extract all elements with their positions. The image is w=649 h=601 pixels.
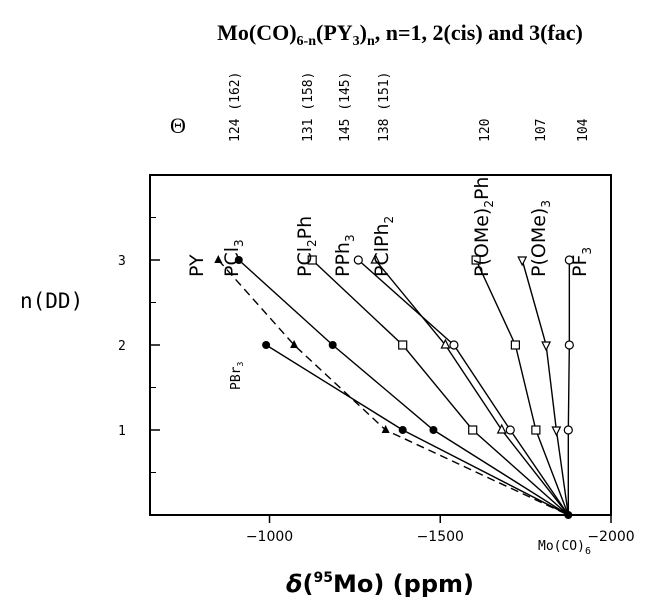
marker-PCl3 — [234, 256, 243, 264]
marker-PPh3 — [353, 255, 363, 265]
cone-label-PCl3: 124 (162) — [228, 72, 243, 142]
series-line-PF3 — [567, 260, 571, 515]
y-axis-label: n(DD) — [20, 289, 83, 313]
cone-label-PPh3: 145 (145) — [338, 72, 353, 142]
marker-P(OMe)2Ph — [471, 255, 481, 265]
marker-PBr3 — [262, 341, 271, 349]
marker-PF3 — [564, 340, 574, 350]
series-line-PY — [217, 259, 569, 516]
series-label-PY: PY — [186, 254, 208, 277]
marker-PY — [214, 255, 223, 263]
marker-PF3 — [563, 425, 573, 435]
x-tick-label: −1000 — [246, 529, 293, 545]
series-line-PCl3 — [238, 259, 569, 516]
series-label-P(OMe)3: P(OMe)3​ — [528, 200, 553, 277]
series-line-P(OMe)3 — [521, 259, 570, 516]
series-label-PCl2Ph: PCl2​Ph — [294, 216, 319, 277]
marker-PCl3 — [328, 341, 337, 349]
y-tick-label: 1 — [118, 424, 126, 439]
cone-label-PF3: 104 — [576, 118, 591, 142]
series-markers — [214, 253, 574, 519]
cone-label-P(OMe)2Ph: 120 — [478, 119, 493, 142]
marker-P(OMe)2Ph — [531, 425, 541, 435]
series-label-P(OMe)2Ph: P(OMe)2​Ph — [471, 177, 496, 277]
x-tick-label: −2000 — [587, 529, 634, 545]
cone-angle-labels: 124 (162) 131 (158) 145 (145) 138 (151) 120 1… — [228, 72, 591, 142]
cone-label-PClPh2: 138 (151) — [377, 72, 392, 142]
marker-PCl2Ph — [398, 340, 408, 350]
series-label-PClPh2: PClPh2​ — [371, 216, 396, 277]
marker-PPh3 — [505, 425, 515, 435]
cone-label-PCl2Ph: 131 (158) — [301, 72, 316, 142]
x-axis-ticks: −1000 −1500 −2000 — [246, 515, 635, 545]
series-line-PCl2Ph — [311, 259, 569, 516]
marker-PClPh2 — [496, 423, 507, 434]
marker-PCl2Ph — [468, 425, 478, 435]
marker-PY — [381, 425, 390, 433]
chart-title: Mo(CO)6-n(PY3)n, n=1, 2(cis) and 3(fac) — [217, 20, 583, 49]
cone-label-P(OMe)3: 107 — [534, 119, 549, 142]
x-axis-label: δ(95Mo) (ppm) — [286, 570, 474, 598]
x-tick-label: −1500 — [417, 529, 464, 545]
marker-PF3 — [564, 255, 574, 265]
y-tick-label: 3 — [118, 254, 126, 269]
series-label-PCl3: PCl3​ — [221, 239, 246, 277]
marker-PY — [290, 340, 299, 348]
series-label-PF3: PF3​ — [569, 247, 594, 277]
series-line-PClPh2 — [374, 259, 569, 516]
marker-P(OMe)3 — [517, 256, 528, 267]
y-axis-ticks: 1 2 3 — [118, 217, 160, 473]
origin-marker — [564, 511, 573, 519]
series-lines — [217, 259, 571, 516]
marker-P(OMe)2Ph — [510, 340, 520, 350]
series-label-PBr3: PBr3​ — [229, 362, 245, 390]
marker-P(OMe)3 — [541, 341, 552, 352]
cone-axis-label: Θ — [170, 113, 186, 138]
marker-PPh3 — [449, 340, 459, 350]
marker-PCl2Ph — [307, 255, 317, 265]
series-label-PPh3: PPh3​ — [332, 234, 357, 277]
series-labels: PY PBr3​ PCl3​ PCl2​Ph PPh3​ PClPh2​ P(OMe)2​P… — [186, 177, 594, 390]
y-tick-label: 2 — [118, 339, 126, 354]
series-line-PPh3 — [357, 259, 569, 516]
origin-label: Mo(CO)6 — [538, 539, 591, 557]
marker-PClPh2 — [440, 338, 451, 349]
marker-PCl3 — [429, 426, 438, 434]
marker-PBr3 — [398, 426, 407, 434]
marker-PClPh2 — [370, 253, 381, 264]
series-line-PBr3 — [265, 344, 569, 516]
marker-P(OMe)3 — [551, 426, 562, 437]
series-line-P(OMe)2Ph — [475, 259, 569, 516]
